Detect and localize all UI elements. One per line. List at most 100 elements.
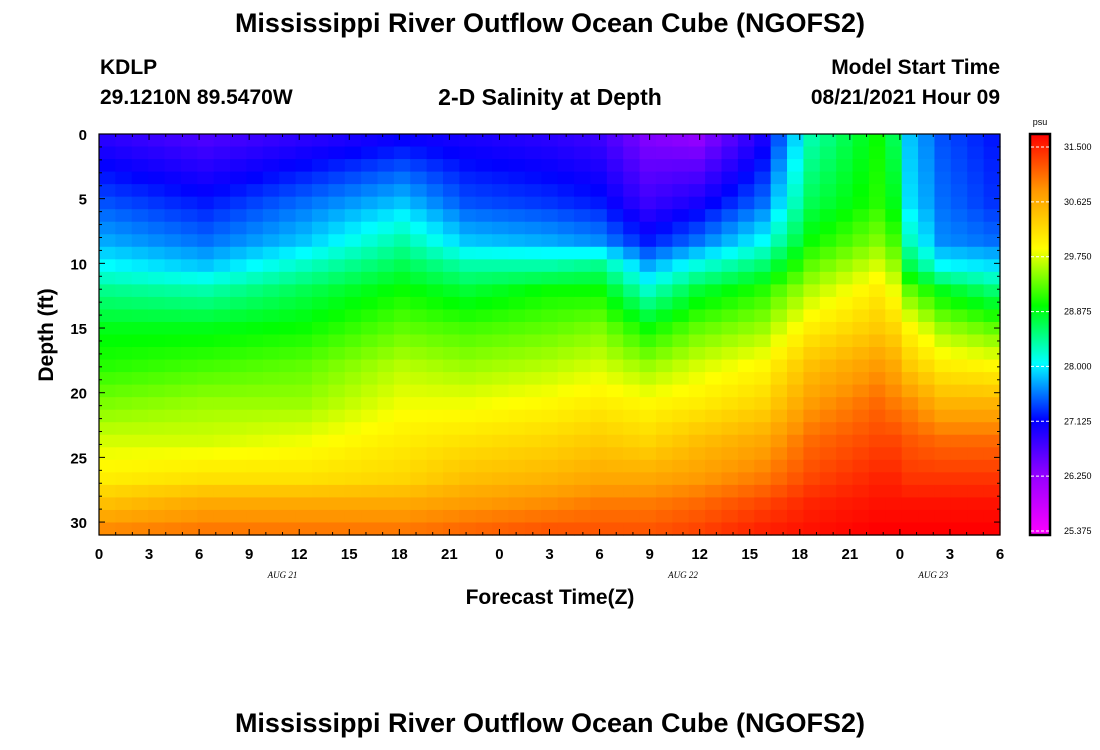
heatmap-cell bbox=[246, 146, 264, 160]
heatmap-cell bbox=[524, 334, 542, 348]
heatmap-cell bbox=[819, 209, 837, 223]
heatmap-cell bbox=[623, 321, 641, 336]
heatmap-cell bbox=[246, 497, 264, 511]
heatmap-cell bbox=[180, 372, 198, 386]
heatmap-cell bbox=[262, 522, 280, 536]
heatmap-cell bbox=[590, 146, 608, 160]
heatmap-cell bbox=[885, 509, 903, 524]
heatmap-cell bbox=[328, 434, 346, 448]
heatmap-cell bbox=[311, 347, 329, 361]
heatmap-cell bbox=[328, 246, 346, 260]
heatmap-cell bbox=[508, 321, 526, 336]
heatmap-cell bbox=[131, 296, 149, 311]
heatmap-cell bbox=[475, 221, 493, 235]
heatmap-cell bbox=[967, 134, 985, 148]
heatmap-cell bbox=[967, 409, 985, 423]
heatmap-cell bbox=[819, 134, 837, 148]
heatmap-cell bbox=[164, 159, 182, 173]
heatmap-cell bbox=[410, 146, 428, 160]
heatmap-cell bbox=[115, 459, 133, 473]
heatmap-cell bbox=[770, 321, 788, 336]
heatmap-cell bbox=[197, 296, 215, 311]
heatmap-cell bbox=[721, 434, 739, 448]
heatmap-cell bbox=[590, 484, 608, 499]
heatmap-cell bbox=[410, 309, 428, 323]
heatmap-cell bbox=[393, 321, 411, 336]
heatmap-cell bbox=[721, 497, 739, 511]
heatmap-cell bbox=[492, 209, 510, 223]
heatmap-cell bbox=[197, 522, 215, 536]
heatmap-cell bbox=[934, 134, 952, 148]
heatmap-cell bbox=[934, 271, 952, 285]
heatmap-cell bbox=[639, 221, 657, 235]
heatmap-cell bbox=[311, 472, 329, 486]
heatmap-cell bbox=[557, 221, 575, 235]
heatmap-cell bbox=[393, 422, 411, 436]
heatmap-cell bbox=[770, 384, 788, 398]
x-tick-label: 6 bbox=[595, 546, 603, 563]
heatmap-cell bbox=[295, 184, 313, 198]
heatmap-cell bbox=[344, 384, 362, 398]
heatmap-cell bbox=[426, 472, 444, 486]
heatmap-cell bbox=[672, 359, 690, 373]
heatmap-cell bbox=[180, 409, 198, 423]
heatmap-cell bbox=[131, 397, 149, 411]
heatmap-cell bbox=[459, 422, 477, 436]
heatmap-cell bbox=[180, 246, 198, 260]
heatmap-cell bbox=[885, 209, 903, 223]
heatmap-cell bbox=[180, 209, 198, 223]
heatmap-cell bbox=[721, 409, 739, 423]
heatmap-cell bbox=[279, 359, 297, 373]
heatmap-cell bbox=[393, 309, 411, 323]
heatmap-cell bbox=[623, 397, 641, 411]
heatmap-cell bbox=[754, 259, 772, 273]
heatmap-cell bbox=[606, 372, 624, 386]
heatmap-cell bbox=[393, 209, 411, 223]
heatmap-cell bbox=[672, 409, 690, 423]
heatmap-cell bbox=[655, 196, 673, 210]
heatmap-cell bbox=[803, 309, 821, 323]
heatmap-cell bbox=[737, 146, 755, 160]
heatmap-cell bbox=[492, 321, 510, 336]
heatmap-cell bbox=[688, 321, 706, 336]
x-tick-label: 18 bbox=[391, 546, 408, 563]
heatmap-cell bbox=[836, 159, 854, 173]
heatmap-cell bbox=[623, 271, 641, 285]
heatmap-cell bbox=[344, 284, 362, 298]
heatmap-cell bbox=[262, 359, 280, 373]
heatmap-cell bbox=[492, 509, 510, 524]
heatmap-cell bbox=[819, 372, 837, 386]
heatmap-cell bbox=[475, 509, 493, 524]
heatmap-cell bbox=[721, 234, 739, 248]
heatmap-cell bbox=[508, 159, 526, 173]
heatmap-cell bbox=[443, 384, 460, 398]
heatmap-cell bbox=[213, 246, 231, 260]
heatmap-cell bbox=[754, 321, 772, 336]
heatmap-cell bbox=[852, 184, 870, 198]
heatmap-cell bbox=[475, 347, 493, 361]
heatmap-cell bbox=[885, 359, 903, 373]
heatmap-cell bbox=[344, 209, 362, 223]
heatmap-cell bbox=[279, 484, 297, 499]
heatmap-cell bbox=[787, 259, 805, 273]
heatmap-cell bbox=[672, 146, 690, 160]
heatmap-cell bbox=[459, 434, 477, 448]
x-tick-label: 12 bbox=[691, 546, 708, 563]
heatmap-cell bbox=[819, 146, 837, 160]
heatmap-cell bbox=[508, 246, 526, 260]
heatmap-cell bbox=[590, 184, 608, 198]
heatmap-cell bbox=[885, 347, 903, 361]
heatmap-cell bbox=[426, 384, 444, 398]
heatmap-cell bbox=[475, 184, 493, 198]
heatmap-cell bbox=[852, 522, 870, 536]
heatmap-cell bbox=[705, 434, 723, 448]
x-tick-label: 0 bbox=[95, 546, 103, 563]
heatmap-cell bbox=[770, 146, 788, 160]
heatmap-cell bbox=[164, 171, 182, 185]
heatmap-cell bbox=[164, 209, 182, 223]
heatmap-cell bbox=[803, 146, 821, 160]
heatmap-cell bbox=[164, 184, 182, 198]
heatmap-cell bbox=[508, 146, 526, 160]
heatmap-cell bbox=[901, 246, 919, 260]
heatmap-cell bbox=[770, 296, 788, 311]
